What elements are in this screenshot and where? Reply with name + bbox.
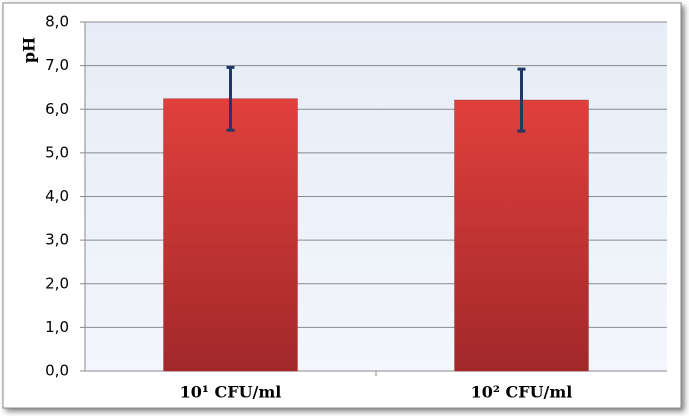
bar (163, 98, 298, 372)
bar (454, 99, 589, 372)
y-tick-label: 0,0 (45, 362, 69, 380)
y-axis-label: pH (20, 37, 39, 63)
x-tick-label: 10¹ CFU/ml (180, 383, 282, 402)
y-tick-label: 6,0 (45, 100, 69, 118)
y-tick-label: 1,0 (45, 318, 69, 336)
y-tick-label: 3,0 (45, 231, 69, 249)
y-tick-label: 4,0 (45, 187, 69, 205)
y-tick-label: 8,0 (45, 13, 69, 31)
y-tick-label: 2,0 (45, 274, 69, 292)
x-tick-label: 10² CFU/ml (471, 383, 573, 402)
y-tick-label: 5,0 (45, 143, 69, 161)
y-tick-label: 7,0 (45, 56, 69, 74)
